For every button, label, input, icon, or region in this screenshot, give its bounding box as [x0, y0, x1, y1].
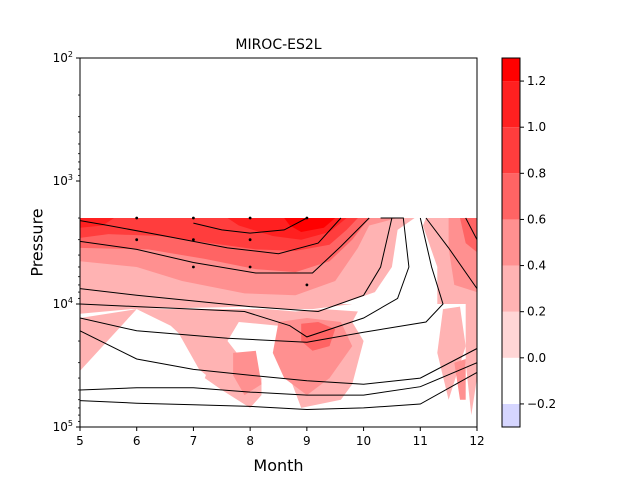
contour-line-4	[80, 217, 410, 338]
contour-line-3	[80, 217, 393, 313]
y-axis-title: Pressure	[28, 208, 47, 276]
colorbar-band-7	[502, 81, 520, 128]
contour-line-7	[425, 217, 477, 289]
stipple-point-6	[248, 238, 252, 242]
colorbar-band-6	[502, 127, 520, 174]
x-tick-label-9: 9	[303, 434, 311, 448]
stipple-point-0	[135, 216, 139, 220]
filled-region-12	[460, 218, 477, 253]
significance-stipples	[135, 216, 309, 287]
x-tick-label-12: 12	[469, 434, 484, 448]
filled-region-18	[414, 218, 426, 232]
y-tick-label-3: 103	[53, 173, 73, 188]
stipple-point-3	[305, 216, 309, 220]
stipple-point-7	[192, 265, 195, 269]
y-tick-label-4: 104	[53, 296, 73, 311]
colorbar-tick-label-1: 0.0	[527, 351, 546, 365]
colorbar-tick-label-4: 0.6	[527, 212, 546, 226]
colorbar-band-8	[502, 58, 520, 82]
contour-line-1	[80, 217, 342, 255]
x-tick-label-10: 10	[356, 434, 371, 448]
colorbar-band-1	[502, 357, 520, 404]
filled-region-3	[176, 329, 228, 388]
colorbar-tick-label-2: 0.2	[527, 305, 546, 319]
stipple-point-9	[305, 283, 309, 287]
contour-line-0	[193, 217, 308, 234]
stipple-point-8	[248, 265, 252, 269]
contour-line-9	[80, 362, 477, 396]
colorbar-band-5	[502, 173, 520, 220]
x-axis-title: Month	[253, 456, 303, 475]
colorbar-tick-label-5: 0.8	[527, 166, 546, 180]
colorbar-tick-label-6: 1.0	[527, 120, 546, 134]
y-tick-label-5: 105	[53, 419, 73, 434]
contour-lines	[80, 217, 477, 411]
contour-line-2	[80, 217, 370, 274]
filled-region-20	[363, 416, 381, 422]
stipple-point-5	[192, 238, 195, 242]
contour-line-6	[465, 217, 477, 240]
stipple-point-2	[248, 216, 252, 220]
x-tick-label-11: 11	[413, 434, 428, 448]
colorbar-tick-label-3: 0.4	[527, 259, 546, 273]
x-axis: 5 6 7 8 9 10 11 12	[76, 427, 485, 448]
contour-line-10	[80, 371, 477, 411]
contour-line-8	[80, 330, 477, 385]
colorbar-frame	[501, 57, 521, 428]
y-tick-label-2: 102	[53, 50, 73, 65]
chart-title: MIROC-ES2L	[235, 37, 321, 53]
filled-region-17	[284, 218, 336, 232]
colorbar: −0.2 0.0 0.2 0.4 0.6 0.8 1.0 1.2	[501, 57, 556, 428]
colorbar-band-3	[502, 265, 520, 312]
y-axis: 102 103 104 105	[53, 50, 80, 434]
filled-region-15	[80, 218, 114, 228]
x-tick-label-6: 6	[133, 434, 141, 448]
plot-frame	[79, 57, 478, 428]
filled-contours	[80, 218, 477, 422]
colorbar-tick-label-0: −0.2	[527, 397, 556, 411]
contour-line-5	[80, 217, 444, 343]
colorbar-band-2	[502, 311, 520, 358]
x-tick-label-5: 5	[76, 434, 84, 448]
x-tick-label-7: 7	[190, 434, 198, 448]
filled-region-19	[363, 348, 381, 368]
plot-area	[80, 58, 477, 427]
stipple-point-1	[192, 216, 195, 220]
colorbar-band-0	[502, 403, 520, 427]
filled-region-13	[301, 322, 336, 351]
x-tick-label-8: 8	[246, 434, 254, 448]
colorbar-tick-label-7: 1.2	[527, 74, 546, 88]
filled-region-1	[80, 304, 353, 314]
stipple-point-4	[135, 238, 139, 242]
filled-region-5	[465, 304, 477, 416]
filled-region-9	[233, 350, 262, 396]
colorbar-band-4	[502, 219, 520, 266]
